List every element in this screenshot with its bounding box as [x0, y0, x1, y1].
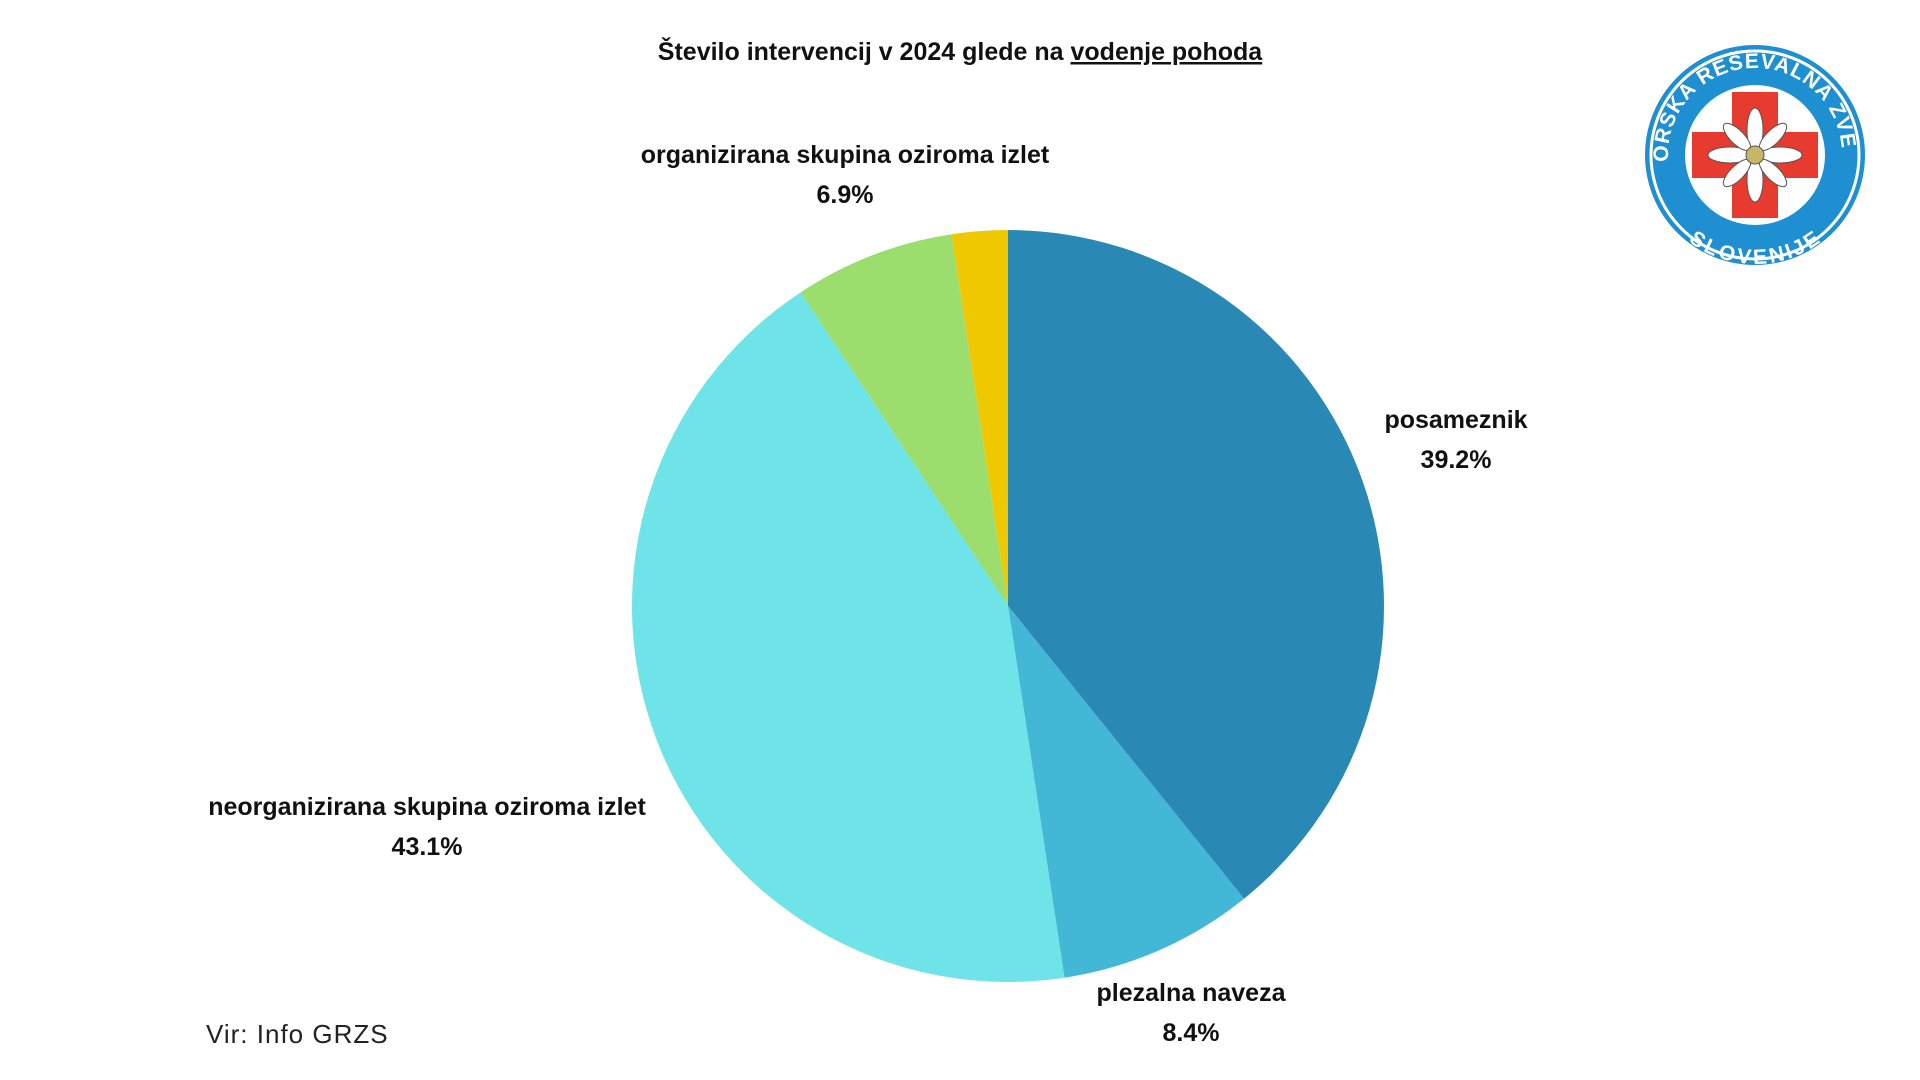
logo-top-text: GORSKA REŠEVALNA ZVEZA: [0, 0, 1860, 162]
pie-slice: [951, 230, 1008, 606]
slice-label: neorganizirana skupina oziroma izlet: [208, 793, 646, 821]
value-label: 8.4%: [1163, 1019, 1220, 1047]
value-label: 39.2%: [1421, 446, 1492, 474]
pie-slice: [1008, 606, 1245, 978]
value-label: 6.9%: [817, 181, 874, 209]
chart-title: Število intervencij v 2024 glede na vode…: [658, 36, 1263, 66]
title-emphasis: vodenje pohoda: [1071, 38, 1264, 66]
logo-flower: [1707, 107, 1803, 203]
labels: posameznik 39.2% plezalna naveza 8.4% neorga…: [208, 141, 1527, 1047]
pie-slice: [800, 234, 1008, 606]
pie: [632, 230, 1384, 983]
source: Vir: Info GRZS: [206, 1019, 389, 1049]
value-label: 43.1%: [392, 833, 463, 861]
slice-label: organizirana skupina oziroma izlet: [641, 141, 1050, 169]
title-text: Število intervencij v 2024 glede na: [658, 36, 1065, 66]
slice-label: plezalna naveza: [1097, 979, 1287, 1007]
logo-border: [1649, 49, 1861, 261]
logo-top-path: GORSKA REŠEVALNA ZVEZA: [0, 0, 1859, 162]
pie-slice: [1008, 230, 1384, 899]
slice-label: posameznik: [1384, 406, 1527, 434]
pie-slice: [632, 292, 1065, 983]
